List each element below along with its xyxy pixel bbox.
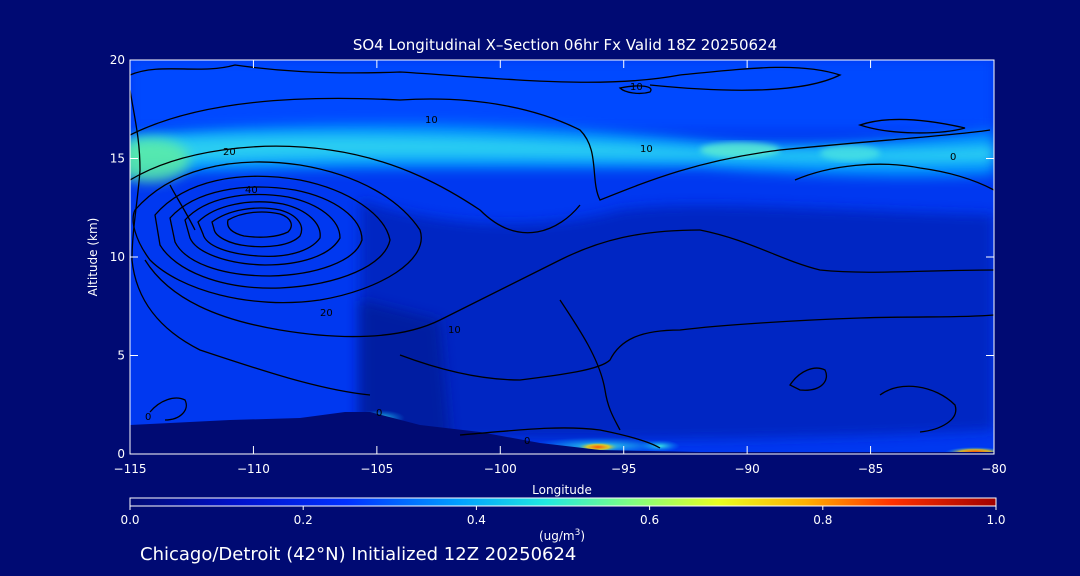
- contour-label: 20: [223, 147, 236, 158]
- field-tropopause-core: [130, 134, 994, 165]
- contour-line: [169, 186, 363, 277]
- colorbar-unit: (ug/m: [539, 529, 575, 543]
- contour-line: [699, 229, 994, 273]
- contour-line: [169, 184, 196, 231]
- contour-label: 0: [145, 412, 151, 423]
- contour-label: 0: [524, 436, 530, 447]
- terrain: [130, 412, 994, 454]
- y-tick-label: 5: [117, 349, 125, 363]
- colorbar-tick-label: 0.6: [640, 513, 659, 527]
- contour-line: [144, 229, 701, 338]
- contour-line: [130, 97, 991, 201]
- x-tick-label: −115: [114, 462, 147, 476]
- y-tick-label: 10: [110, 250, 125, 264]
- x-tick-label: −110: [237, 462, 270, 476]
- contour-line: [211, 207, 303, 248]
- colorbar-tick-label: 0.2: [294, 513, 313, 527]
- footer-caption: Chicago/Detroit (42°N) Initialized 12Z 2…: [140, 544, 576, 565]
- colorbar-unit-superscript: 3: [575, 528, 581, 538]
- colorbar-tick-label: 0.8: [813, 513, 832, 527]
- y-tick-label: 20: [110, 53, 125, 67]
- colorbar-unit-label: (ug/m3): [539, 528, 585, 543]
- field-upper-band: [130, 60, 994, 130]
- x-tick-label: −85: [858, 462, 883, 476]
- field-west-maximum: [130, 138, 190, 182]
- contour-label: 10: [448, 325, 461, 336]
- contour-line: [879, 385, 957, 433]
- field-east-maximum: [820, 145, 880, 161]
- y-tick-label: 15: [110, 152, 125, 166]
- contour-line: [132, 161, 422, 304]
- contour-labels: 10 20 40 10 10 0 20 10 0 0 0: [145, 82, 956, 447]
- plot-area: 10 20 40 10 10 0 20 10 0 0 0: [130, 60, 994, 454]
- contour-label: 10: [425, 115, 438, 126]
- contour-line: [226, 211, 292, 238]
- x-tick-label: −90: [734, 462, 759, 476]
- y-axis-label: Altitude (km): [86, 218, 100, 297]
- contour-label: 20: [320, 308, 333, 319]
- x-axis-label: Longitude: [532, 483, 592, 497]
- colorbar-tick-label: 0.4: [467, 513, 486, 527]
- x-axis: −115 −110 −105 −100 −95 −90 −85 −80: [114, 60, 1007, 476]
- contour-line: [184, 193, 341, 266]
- colorbar: [129, 497, 997, 507]
- contour-label: 40: [245, 185, 258, 196]
- contour-line: [130, 89, 371, 396]
- colorbar-ticks: 0.0 0.2 0.4 0.6 0.8 1.0: [120, 506, 1006, 527]
- contour-label: 0: [376, 408, 382, 419]
- contour-line: [618, 85, 652, 95]
- contour-line: [459, 427, 661, 449]
- contour-line: [399, 314, 994, 381]
- field-lower-dark: [360, 200, 994, 440]
- colorbar-tick-label: 1.0: [986, 513, 1005, 527]
- y-axis: 0 5 10 15 20: [110, 53, 994, 461]
- contour-line: [197, 201, 321, 258]
- contour-line: [130, 145, 581, 234]
- field-mid-maximum: [700, 142, 780, 158]
- contour-line: [789, 367, 827, 391]
- colorbar-unit-close: ): [580, 529, 585, 543]
- colorbar-tick-label: 0.0: [120, 513, 139, 527]
- contour-line: [559, 299, 621, 431]
- contour-line: [794, 163, 994, 191]
- contour-line: [857, 118, 966, 134]
- x-tick-label: −105: [360, 462, 393, 476]
- contour-lines: [130, 64, 994, 449]
- contour-line: [130, 64, 842, 91]
- x-tick-label: −100: [484, 462, 517, 476]
- contour-line: [154, 175, 391, 289]
- y-tick-label: 0: [117, 447, 125, 461]
- contour-label: 10: [640, 144, 653, 155]
- contour-label: 10: [630, 82, 643, 93]
- contour-label: 0: [950, 152, 956, 163]
- x-tick-label: −95: [611, 462, 636, 476]
- x-tick-label: −80: [981, 462, 1006, 476]
- contour-line: [149, 397, 187, 421]
- chart-title: SO4 Longitudinal X–Section 06hr Fx Valid…: [353, 36, 777, 54]
